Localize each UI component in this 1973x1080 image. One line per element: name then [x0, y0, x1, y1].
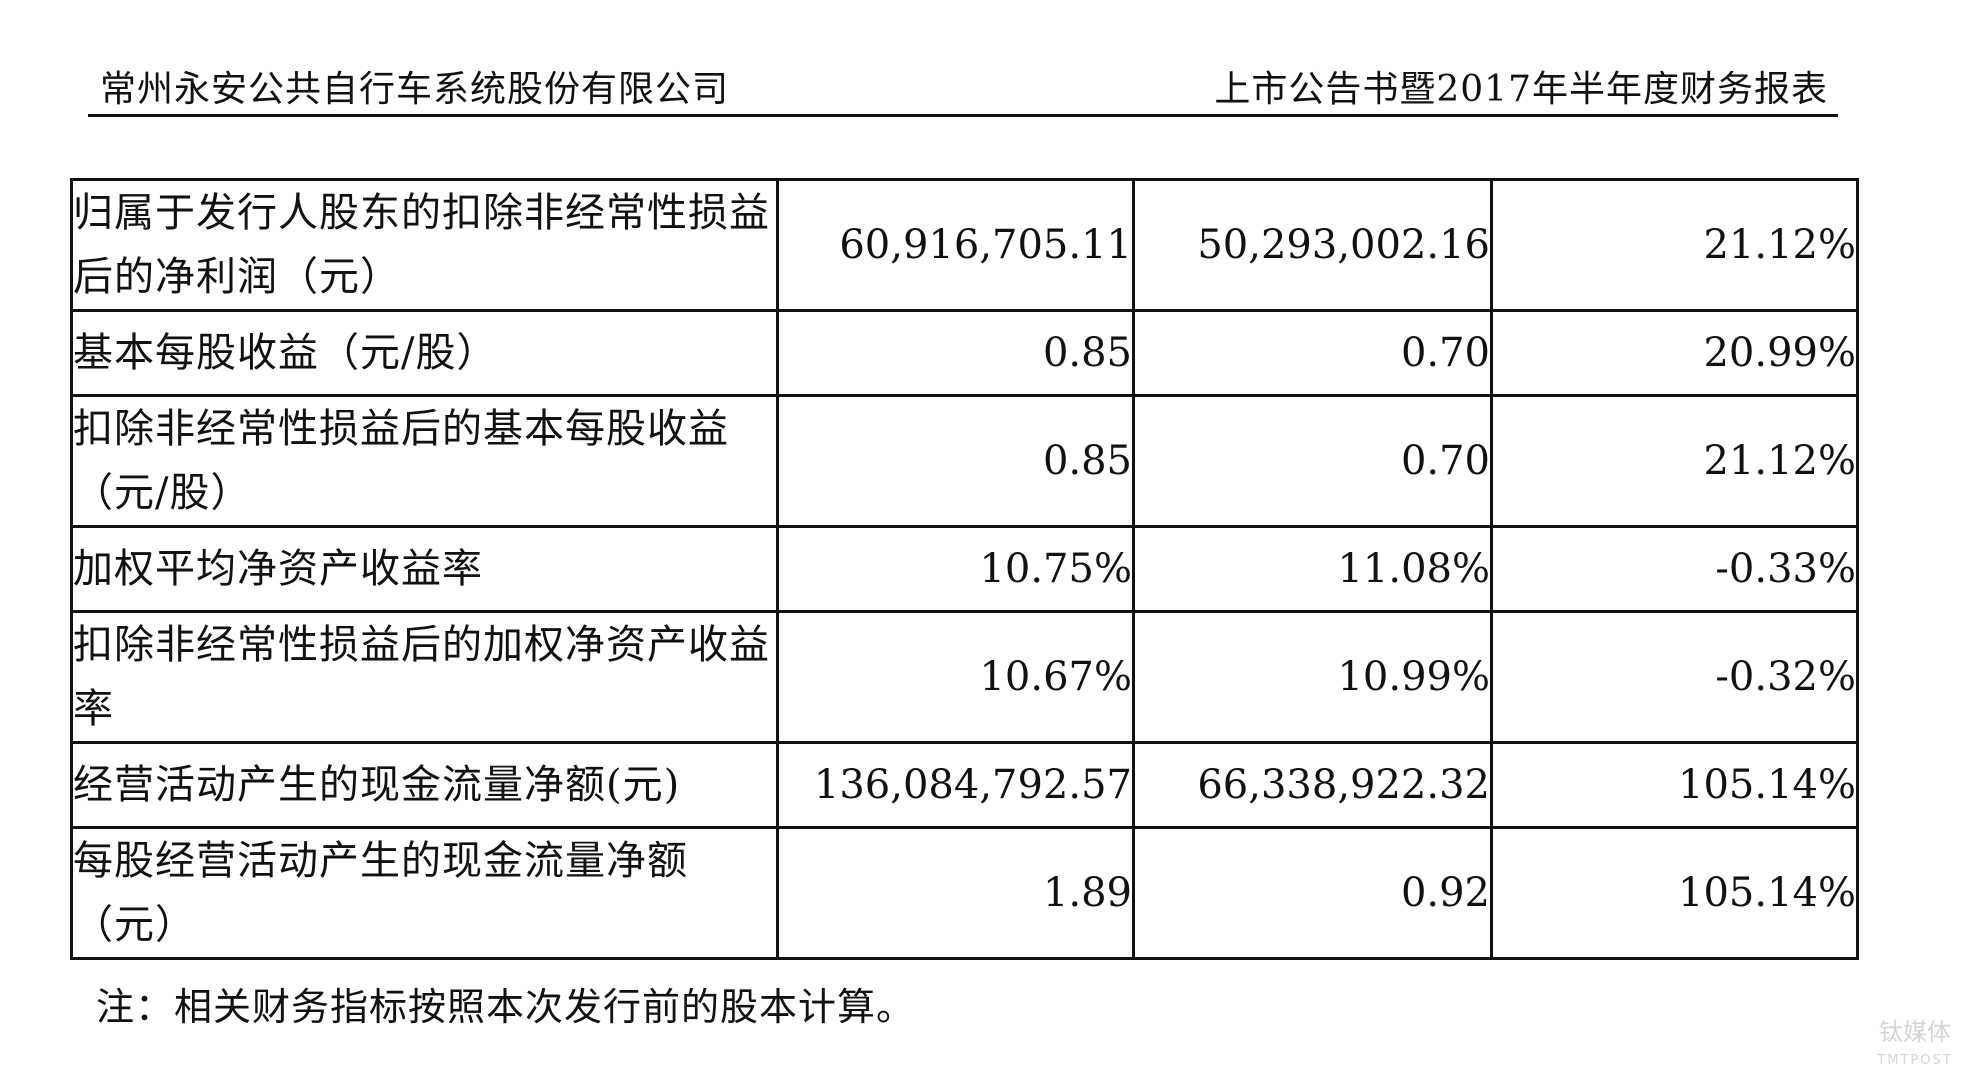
- value-current: 60,916,705.11: [776, 178, 1135, 312]
- value-change: -0.33%: [1490, 525, 1859, 613]
- watermark-brand-en: TMTPOST: [1876, 1053, 1952, 1068]
- value-prior: 66,338,922.32: [1132, 741, 1493, 829]
- value-prior: 10.99%: [1132, 610, 1493, 744]
- value-change: -0.32%: [1490, 610, 1859, 744]
- value-prior: 0.70: [1132, 309, 1493, 397]
- value-current: 10.67%: [776, 610, 1135, 744]
- tmtpost-watermark-logo: 钛媒体 TMTPOST: [1876, 1018, 1952, 1068]
- value-current: 0.85: [776, 309, 1135, 397]
- row-label: 扣除非经常性损益后的加权净资产收益率: [70, 610, 779, 744]
- value-current: 10.75%: [776, 525, 1135, 613]
- value-prior: 11.08%: [1132, 525, 1493, 613]
- value-current: 1.89: [776, 826, 1135, 960]
- value-current: 136,084,792.57: [776, 741, 1135, 829]
- row-label: 基本每股收益（元/股）: [70, 309, 779, 397]
- row-label: 每股经营活动产生的现金流量净额（元）: [70, 826, 779, 960]
- value-prior: 50,293,002.16: [1132, 178, 1493, 312]
- table-row: 扣除非经常性损益后的加权净资产收益率 10.67% 10.99% -0.32%: [70, 610, 1859, 744]
- table-row: 基本每股收益（元/股） 0.85 0.70 20.99%: [70, 309, 1859, 397]
- value-prior: 0.92: [1132, 826, 1493, 960]
- value-change: 21.12%: [1490, 394, 1859, 528]
- value-change: 21.12%: [1490, 178, 1859, 312]
- page-header: 常州永安公共自行车系统股份有限公司 上市公告书暨2017年半年度财务报表: [88, 48, 1838, 117]
- table-row: 经营活动产生的现金流量净额(元) 136,084,792.57 66,338,9…: [70, 741, 1859, 829]
- row-label: 经营活动产生的现金流量净额(元): [70, 741, 779, 829]
- value-change: 20.99%: [1490, 309, 1859, 397]
- row-label: 归属于发行人股东的扣除非经常性损益后的净利润（元）: [70, 178, 779, 312]
- document-title: 上市公告书暨2017年半年度财务报表: [1214, 69, 1828, 110]
- value-prior: 0.70: [1132, 394, 1493, 528]
- table-row: 加权平均净资产收益率 10.75% 11.08% -0.33%: [70, 525, 1859, 613]
- value-change: 105.14%: [1490, 826, 1859, 960]
- row-label: 加权平均净资产收益率: [70, 525, 779, 613]
- company-name: 常州永安公共自行车系统股份有限公司: [100, 69, 730, 110]
- row-label: 扣除非经常性损益后的基本每股收益（元/股）: [70, 394, 779, 528]
- table-row: 归属于发行人股东的扣除非经常性损益后的净利润（元） 60,916,705.11 …: [70, 178, 1859, 312]
- watermark-brand-cn: 钛媒体: [1879, 1018, 1951, 1046]
- table-row: 每股经营活动产生的现金流量净额（元） 1.89 0.92 105.14%: [70, 826, 1859, 960]
- value-current: 0.85: [776, 394, 1135, 528]
- footnote: 注：相关财务指标按照本次发行前的股本计算。: [96, 985, 916, 1029]
- financial-indicators-table: 归属于发行人股东的扣除非经常性损益后的净利润（元） 60,916,705.11 …: [70, 178, 1859, 960]
- table-row: 扣除非经常性损益后的基本每股收益（元/股） 0.85 0.70 21.12%: [70, 394, 1859, 528]
- value-change: 105.14%: [1490, 741, 1859, 829]
